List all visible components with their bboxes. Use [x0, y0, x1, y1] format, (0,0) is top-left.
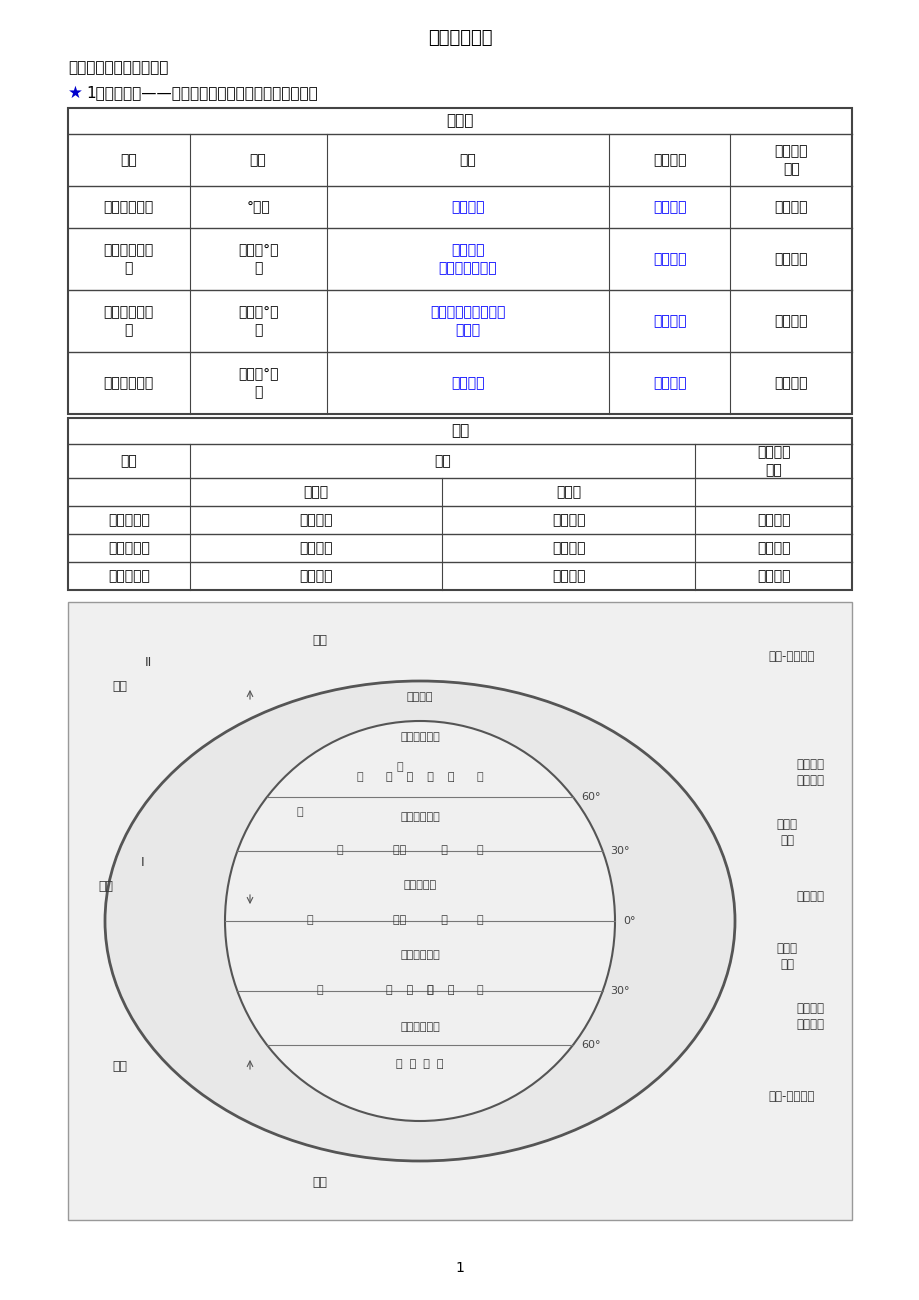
Text: 极地东风带: 极地东风带 — [108, 569, 150, 582]
Text: 北信          风: 北信 风 — [392, 845, 447, 855]
Text: 气旋-锋面降水: 气旋-锋面降水 — [768, 650, 814, 663]
Text: 中: 中 — [396, 762, 403, 772]
Text: 动力作用（冷暖气流
相遇）: 动力作用（冷暖气流 相遇） — [430, 304, 505, 337]
Text: 东: 东 — [296, 807, 303, 816]
Text: 一、气压带和风带的形成: 一、气压带和风带的形成 — [68, 61, 168, 75]
Text: 赤道低气压带: 赤道低气压带 — [104, 200, 153, 214]
Text: 中纬西风带: 中纬西风带 — [108, 541, 150, 555]
Text: 南半球: 南半球 — [556, 485, 581, 499]
Text: 东: 东 — [306, 915, 313, 926]
Text: I: I — [141, 855, 144, 868]
Text: 赤道低压带: 赤道低压带 — [403, 880, 437, 890]
Text: 温暖湿润: 温暖湿润 — [756, 541, 789, 555]
Text: 热力作用: 热力作用 — [450, 376, 484, 390]
Ellipse shape — [105, 681, 734, 1161]
Text: 受热上升: 受热上升 — [652, 200, 686, 214]
Text: 寒冷干燥: 寒冷干燥 — [756, 569, 789, 582]
Text: 对气候的
影响: 对气候的 影响 — [756, 445, 789, 477]
Text: ★: ★ — [68, 84, 83, 101]
Text: 南北纬°附
近: 南北纬°附 近 — [238, 367, 278, 399]
Text: 热力作用: 热力作用 — [450, 200, 484, 214]
Text: 冷却下沉: 冷却下沉 — [652, 376, 686, 390]
Text: 气流运动: 气流运动 — [652, 153, 686, 166]
Text: 30°: 30° — [610, 846, 630, 855]
Text: 分布: 分布 — [249, 153, 267, 166]
Text: 下沉: 下沉 — [112, 680, 128, 693]
Text: 高温多雨: 高温多雨 — [774, 200, 807, 214]
Text: °附近: °附近 — [246, 200, 269, 214]
Text: 中    纬    西    风: 中 纬 西 风 — [385, 772, 454, 783]
Text: 东南信风: 东南信风 — [551, 514, 584, 526]
Text: 1．三圈环流——记气压带、风带名称及各风带的风向: 1．三圈环流——记气压带、风带名称及各风带的风向 — [85, 86, 317, 100]
Text: 低纬信风带: 低纬信风带 — [108, 514, 150, 526]
Bar — [68, 602, 851, 1219]
Text: 西: 西 — [426, 985, 433, 994]
Text: 名称: 名称 — [120, 454, 137, 468]
Text: 寒冷干燥: 寒冷干燥 — [774, 376, 807, 390]
Text: 副极地低压带: 副极地低压带 — [400, 732, 439, 742]
Text: 温和湿润: 温和湿润 — [774, 315, 807, 328]
Text: 副极地低压气
带: 副极地低压气 带 — [104, 304, 153, 337]
Text: 辐升: 辐升 — [312, 1175, 327, 1188]
Text: 炎热干燥: 炎热干燥 — [774, 252, 807, 266]
Text: 极  地  东  风: 极 地 东 风 — [396, 1060, 443, 1069]
Text: 风: 风 — [476, 772, 482, 783]
Text: 风: 风 — [476, 985, 482, 994]
Text: 对流降水: 对流降水 — [795, 891, 823, 904]
Text: 1: 1 — [455, 1261, 464, 1275]
Bar — [68, 419, 851, 590]
Text: 盛行西风: 盛行西风 — [299, 541, 333, 555]
Text: 60°: 60° — [581, 792, 600, 802]
Text: 东: 东 — [336, 845, 343, 855]
Text: 副极地低压带: 副极地低压带 — [400, 1022, 439, 1032]
Text: 哈得来
环流: 哈得来 环流 — [776, 942, 797, 971]
Text: 副热带高压带: 副热带高压带 — [400, 950, 439, 959]
Text: 东: 东 — [316, 985, 323, 994]
Text: 气压带: 气压带 — [446, 113, 473, 129]
Text: 0°: 0° — [622, 916, 635, 926]
Text: 北半球: 北半球 — [303, 485, 328, 499]
Text: II: II — [144, 655, 152, 668]
Text: 风带: 风带 — [450, 424, 469, 438]
Text: 高压中的
下沉气流: 高压中的 下沉气流 — [795, 758, 823, 786]
Text: 辐升: 辐升 — [312, 633, 327, 646]
Text: 极地东风: 极地东风 — [551, 569, 584, 582]
Text: 南北纬°附
近: 南北纬°附 近 — [238, 304, 278, 337]
Text: 中    纬    西    风: 中 纬 西 风 — [385, 985, 454, 994]
Text: 极地高气压带: 极地高气压带 — [104, 376, 153, 390]
Text: 纬: 纬 — [357, 772, 363, 783]
Text: 动力作用
（受重力影响）: 动力作用 （受重力影响） — [438, 243, 496, 276]
Text: 风向: 风向 — [434, 454, 450, 468]
Text: 极地东风: 极地东风 — [406, 692, 433, 702]
Text: 名称: 名称 — [120, 153, 137, 166]
Text: 炎热干燥: 炎热干燥 — [756, 514, 789, 526]
Ellipse shape — [225, 722, 614, 1121]
Text: 30°: 30° — [610, 985, 630, 996]
Text: 哈得来
环流: 哈得来 环流 — [776, 818, 797, 846]
Text: 被迫下沉: 被迫下沉 — [652, 252, 686, 266]
Text: 东北信风: 东北信风 — [299, 514, 333, 526]
Text: 风: 风 — [476, 845, 482, 855]
Text: 成因: 成因 — [459, 153, 476, 166]
Text: 下沉: 下沉 — [112, 1061, 128, 1074]
Text: 高压中的
下沉气流: 高压中的 下沉气流 — [795, 1002, 823, 1031]
Text: 南信          风: 南信 风 — [392, 915, 447, 926]
Text: 辐合上升: 辐合上升 — [652, 315, 686, 328]
Text: 南北纬°附
近: 南北纬°附 近 — [238, 243, 278, 276]
Text: 气压带和风带: 气压带和风带 — [427, 29, 492, 47]
Text: 上升: 上升 — [98, 880, 113, 893]
Text: 60°: 60° — [581, 1040, 600, 1050]
Text: 极地东风: 极地东风 — [299, 569, 333, 582]
Text: 对气候的
影响: 对气候的 影响 — [774, 144, 807, 177]
Bar — [68, 108, 851, 413]
Text: 副热带高压带: 副热带高压带 — [400, 812, 439, 822]
Text: 副热带高气压
带: 副热带高气压 带 — [104, 243, 153, 276]
Text: 风: 风 — [476, 915, 482, 926]
Text: 盛行西风: 盛行西风 — [551, 541, 584, 555]
Text: 气旋-锋面降水: 气旋-锋面降水 — [768, 1091, 814, 1104]
